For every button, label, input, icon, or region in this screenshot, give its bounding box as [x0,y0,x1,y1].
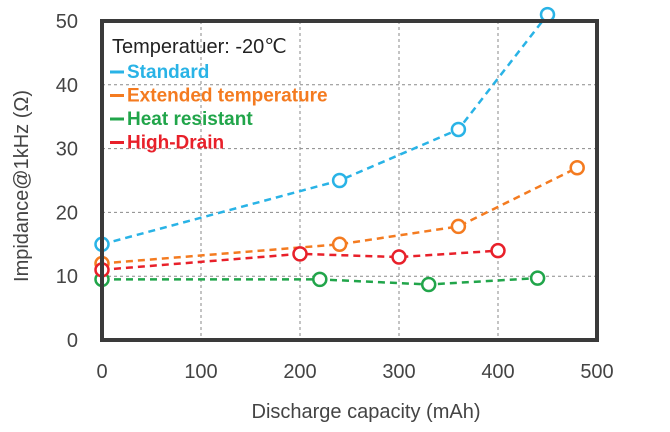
series-line-heat-resistant [102,276,538,286]
series-heat-resistant [94,270,546,293]
data-point [420,276,437,293]
x-tick-label: 0 [96,361,107,383]
series-standard [94,6,556,253]
series-line-high-drain [101,249,499,272]
data-point [391,249,407,265]
y-tick-label: 50 [56,11,78,33]
y-axis-label: Impidance@1kHz (Ω) [11,90,33,282]
data-point [312,271,328,288]
data-point [331,236,348,253]
y-tick-label: 10 [56,266,78,288]
y-tick-label: 20 [56,202,78,224]
legend-label-high-drain: High-Drain [127,133,224,154]
data-point [331,172,348,189]
data-point [569,159,585,176]
x-tick-label: 100 [184,361,217,383]
x-tick-label: 500 [580,361,613,383]
series-layer [94,6,585,293]
data-point [490,242,506,259]
data-point [450,121,467,138]
data-point [450,218,467,235]
x-tick-label: 400 [481,361,514,383]
x-tick-label: 300 [382,361,415,383]
tick-layer: 0 100 200 300 400 500 0 10 20 30 40 50 [56,11,614,383]
legend-label-standard: Standard [127,62,209,83]
grid-layer [102,21,597,340]
y-tick-label: 0 [67,330,78,352]
chart-annotation: Temperatuer: -20℃ [112,36,287,58]
y-tick-label: 40 [56,75,78,97]
plot-frame [100,19,599,342]
legend-label-heat-resistant: Heat resistant [127,109,253,130]
series-line-extended-temperature [101,166,578,265]
series-line-standard [101,13,549,246]
data-point [529,270,546,286]
x-tick-label: 200 [283,361,316,383]
x-axis-label: Discharge capacity (mAh) [252,401,481,423]
series-extended-temperature [94,159,585,272]
data-point [292,246,308,262]
series-high-drain [94,242,506,278]
y-tick-label: 30 [56,139,78,161]
legend-label-extended-temperature: Extended temperature [127,86,328,107]
